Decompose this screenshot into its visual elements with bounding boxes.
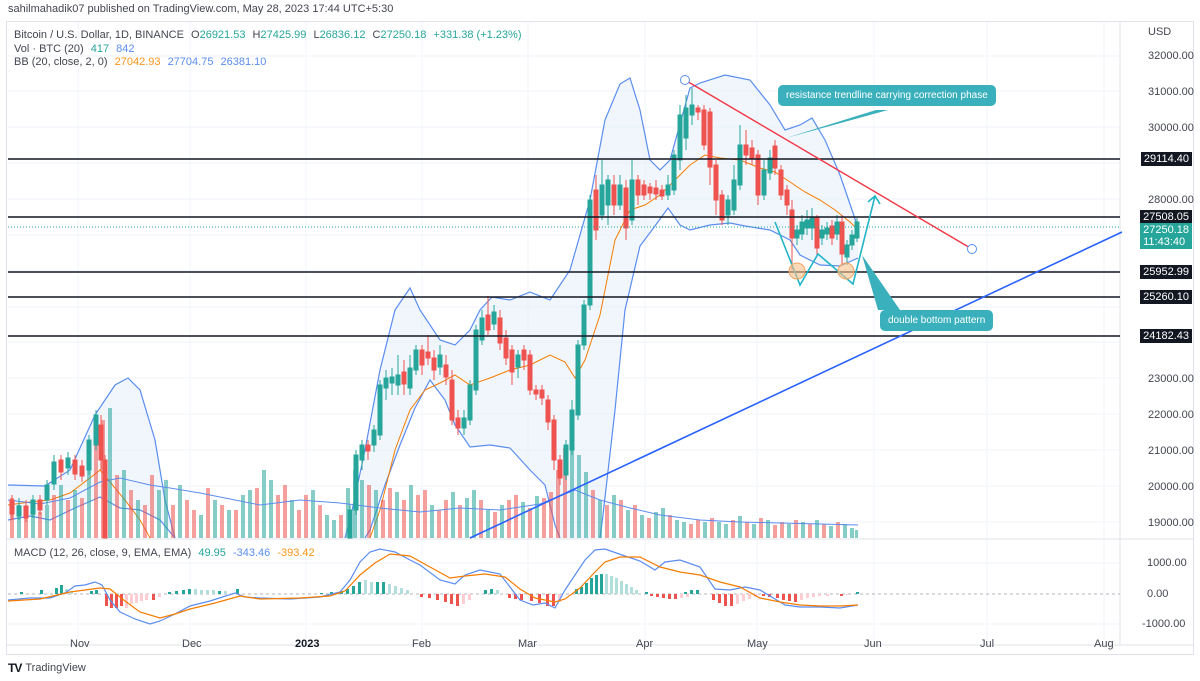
low-value: 26836.12 <box>319 29 366 41</box>
volume-bars <box>10 408 858 538</box>
trendline-handle-end <box>967 244 977 254</box>
level-tag-25953: 25952.99 <box>1140 265 1192 279</box>
macd-line <box>7 548 859 625</box>
level-tag-24182: 24182.43 <box>1140 329 1192 343</box>
publish-attribution: sahilmahadik07 published on TradingView.… <box>8 3 394 15</box>
bb-legend[interactable]: BB (20, close, 2, 0) 27042.93 27704.75 2… <box>14 56 267 68</box>
bottom-marker-2 <box>837 262 855 280</box>
double-bottom-drawing <box>774 195 876 287</box>
level-tag-25260: 25260.10 <box>1140 290 1192 304</box>
symbol-legend[interactable]: Bitcoin / U.S. Dollar, 1D, BINANCE O2692… <box>14 29 522 41</box>
candlesticks <box>9 88 860 539</box>
bottom-marker-1 <box>788 262 806 280</box>
support-trendline[interactable] <box>469 231 1123 539</box>
symbol-title: Bitcoin / U.S. Dollar, 1D, BINANCE <box>14 29 184 41</box>
horizontal-levels <box>8 158 1120 337</box>
macd-legend[interactable]: MACD (12, 26, close, 9, EMA, EMA) 49.95 … <box>14 547 315 559</box>
callout-pointer-double-bottom <box>862 255 900 310</box>
tradingview-logo[interactable]: TV TradingView <box>8 661 86 675</box>
tradingview-logo-icon: TV <box>8 661 22 675</box>
chart-frame[interactable] <box>6 21 1194 655</box>
high-value: 27425.99 <box>260 29 307 41</box>
current-price-tag: 27250.18 11:43:40 <box>1140 223 1192 249</box>
bar-countdown: 11:43:40 <box>1143 236 1186 248</box>
change-value: +331.38 (+1.23%) <box>433 29 522 41</box>
trendline-handle-start <box>680 75 690 85</box>
volume-ma <box>7 477 859 526</box>
level-tag-27508: 27508.05 <box>1140 210 1192 224</box>
close-value: 27250.18 <box>380 29 427 41</box>
currency-label: USD <box>1148 26 1172 38</box>
level-tag-29114: 29114.40 <box>1140 152 1192 166</box>
arrow-up-icon <box>867 194 881 205</box>
macd-signal <box>7 553 859 619</box>
resistance-trendline[interactable] <box>684 79 973 250</box>
double-bottom-callout[interactable]: double bottom pattern <box>880 310 994 331</box>
open-value: 26921.53 <box>199 29 246 41</box>
volume-legend[interactable]: Vol · BTC (20) 417 842 <box>14 43 135 55</box>
bollinger-upper <box>7 377 176 539</box>
resistance-callout[interactable]: resistance trendline carrying correction… <box>778 85 996 106</box>
callout-pointer-resistance <box>786 110 888 138</box>
